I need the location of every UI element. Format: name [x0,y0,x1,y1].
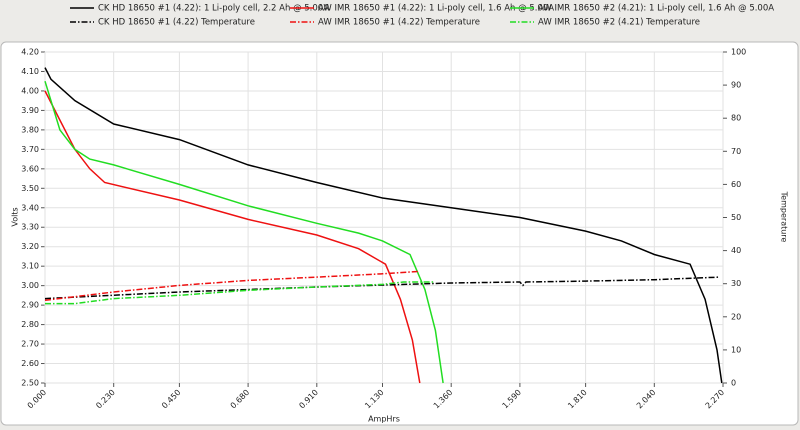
y-tick-label: 3.70 [21,145,39,154]
series-line [44,276,721,300]
y-tick-label: 2.60 [21,359,39,368]
y-tick-label: 2.90 [21,301,39,310]
y-axis-label: Volts [11,207,20,226]
legend: CK HD 18650 #1 (4.22): 1 Li-poly cell, 2… [70,4,774,28]
legend-label: AW IMR 18650 #1 (4.22) Temperature [318,18,480,28]
legend-label: AW IMR 18650 #1 (4.22): 1 Li-poly cell, … [318,4,554,14]
y-tick-label: 3.30 [21,223,39,232]
y2-tick-label: 0 [731,379,736,388]
y2-axis-label: Temperature [780,191,789,243]
y-tick-label: 2.50 [21,379,39,388]
y-tick-label: 2.80 [21,320,39,329]
y-tick-label: 4.20 [21,48,39,57]
y-tick-label: 3.90 [21,106,39,115]
y-tick-label: 3.50 [21,184,39,193]
plot-area [44,51,724,384]
y2-tick-label: 20 [731,312,741,321]
y-tick-label: 3.00 [21,281,39,290]
y2-tick-label: 40 [731,246,741,255]
y-tick-label: 3.20 [21,242,39,251]
y2-tick-label: 90 [731,81,741,90]
series-line [44,270,419,302]
y-tick-label: 4.00 [21,86,39,95]
x-axis-label: AmpHrs [368,415,400,424]
legend-label: AW IMR 18650 #2 (4.21) Temperature [538,18,700,28]
y2-tick-label: 80 [731,114,741,123]
y2-tick-label: 60 [731,180,741,189]
legend-label: CK HD 18650 #1 (4.22) Temperature [98,18,255,28]
y2-tick-label: 10 [731,345,741,354]
series-line [44,67,723,384]
y2-tick-label: 100 [731,48,746,57]
y2-tick-label: 70 [731,147,741,156]
y2-tick-label: 50 [731,213,741,222]
y-tick-label: 3.40 [21,203,39,212]
y-tick-label: 2.70 [21,340,39,349]
series-line [45,281,434,305]
y2-tick-label: 30 [731,279,741,288]
y-tick-label: 3.80 [21,125,39,134]
legend-label: CK HD 18650 #1 (4.22): 1 Li-poly cell, 2… [98,4,329,14]
y-tick-label: 3.10 [21,262,39,271]
series-line [44,80,444,384]
y-tick-label: 4.10 [21,67,39,76]
legend-label: AW IMR 18650 #2 (4.21): 1 Li-poly cell, … [538,4,774,14]
y-tick-label: 3.60 [21,164,39,173]
